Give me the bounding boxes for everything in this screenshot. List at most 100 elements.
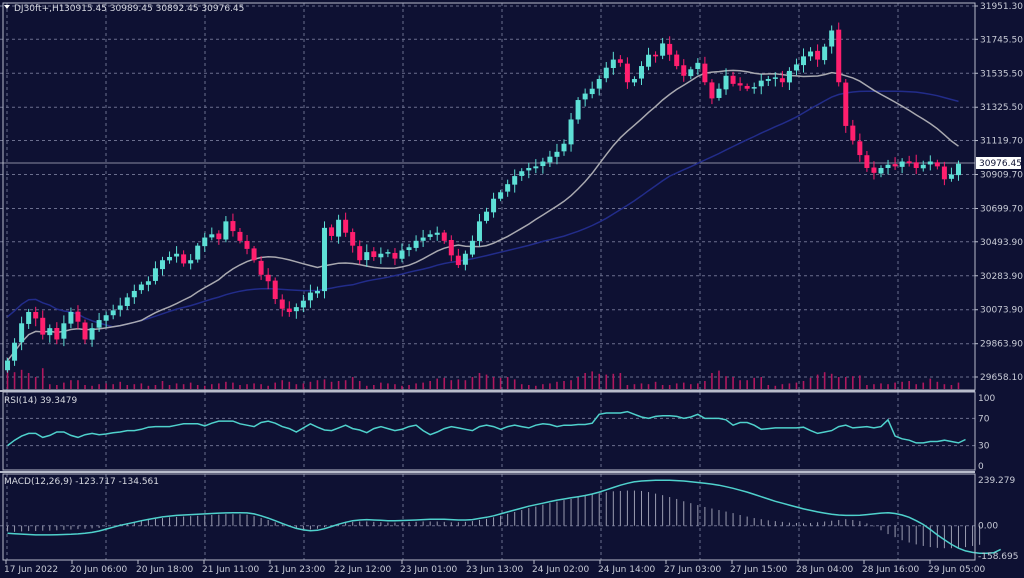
candle-body[interactable] (589, 88, 595, 95)
candle-body[interactable] (575, 100, 581, 120)
candle-body[interactable] (596, 79, 602, 89)
candle-body[interactable] (519, 171, 525, 176)
candle-body[interactable] (399, 250, 405, 259)
macd-pane[interactable]: 239.279 0.00 -158.695 (0, 476, 1018, 562)
candle-body[interactable] (357, 246, 363, 261)
candle-body[interactable] (955, 163, 961, 176)
candle-body[interactable] (540, 161, 546, 167)
candle-body[interactable] (152, 268, 158, 281)
candle-body[interactable] (512, 176, 518, 185)
candle-body[interactable] (505, 184, 511, 192)
candle-body[interactable] (47, 328, 53, 336)
candle-body[interactable] (131, 290, 137, 298)
candle-body[interactable] (709, 82, 715, 99)
candle-body[interactable] (631, 79, 637, 83)
candle-body[interactable] (12, 342, 18, 361)
candle-body[interactable] (202, 237, 208, 247)
candle-body[interactable] (948, 174, 954, 179)
candle-body[interactable] (554, 151, 560, 157)
candle-body[interactable] (364, 252, 370, 261)
candle-body[interactable] (26, 311, 32, 324)
candle-body[interactable] (695, 62, 701, 69)
candle-body[interactable] (801, 56, 807, 66)
candle-body[interactable] (110, 310, 116, 316)
candle-body[interactable] (737, 83, 743, 86)
candle-body[interactable] (279, 299, 285, 309)
candle-body[interactable] (138, 284, 144, 291)
candle-body[interactable] (441, 232, 447, 241)
candle-body[interactable] (681, 65, 687, 76)
candle-body[interactable] (547, 156, 553, 163)
candle-body[interactable] (793, 64, 799, 71)
candle-body[interactable] (89, 328, 95, 340)
candle-body[interactable] (5, 360, 11, 371)
candle-body[interactable] (378, 253, 384, 258)
candle-body[interactable] (286, 308, 292, 312)
candle-body[interactable] (181, 254, 187, 264)
candle-body[interactable] (448, 239, 454, 256)
candle-body[interactable] (653, 54, 659, 57)
candle-body[interactable] (646, 54, 652, 67)
candle-body[interactable] (864, 155, 870, 168)
candle-body[interactable] (941, 166, 947, 180)
candle-body[interactable] (927, 161, 933, 165)
candle-body[interactable] (124, 297, 130, 306)
candle-body[interactable] (624, 63, 630, 83)
candle-body[interactable] (462, 253, 468, 265)
candle-body[interactable] (392, 252, 398, 259)
candle-body[interactable] (244, 240, 250, 249)
candle-body[interactable] (815, 50, 821, 60)
candle-body[interactable] (307, 292, 313, 301)
candle-body[interactable] (336, 219, 342, 237)
candle-body[interactable] (75, 311, 81, 322)
candle-body[interactable] (829, 30, 835, 47)
candle-body[interactable] (843, 82, 849, 126)
candle-body[interactable] (899, 161, 905, 167)
candle-body[interactable] (434, 232, 440, 235)
candle-body[interactable] (455, 255, 461, 266)
candle-body[interactable] (660, 43, 666, 56)
candle-body[interactable] (314, 290, 320, 294)
candle-body[interactable] (237, 231, 243, 241)
candle-body[interactable] (33, 311, 39, 319)
candle-body[interactable] (498, 192, 504, 199)
candle-body[interactable] (934, 162, 940, 167)
time-axis[interactable]: 17 Jun 2022 20 Jun 06:00 20 Jun 18:00 21 Ju… (4, 560, 985, 575)
candle-body[interactable] (117, 305, 123, 310)
candle-body[interactable] (885, 164, 891, 168)
candle-body[interactable] (322, 227, 328, 292)
candle-body[interactable] (230, 221, 236, 232)
candle-body[interactable] (209, 234, 215, 238)
candle-body[interactable] (603, 67, 609, 79)
candle-body[interactable] (329, 227, 335, 236)
candle-body[interactable] (371, 251, 377, 257)
candle-body[interactable] (808, 51, 814, 57)
price-axis[interactable]: 31951.30 31745.50 31535.50 31325.50 31119.70… (975, 2, 1023, 383)
candle-body[interactable] (68, 311, 74, 324)
candle-body[interactable] (216, 233, 222, 240)
candle-body[interactable] (723, 75, 729, 90)
candle-body[interactable] (19, 323, 25, 343)
candle-body[interactable] (195, 245, 201, 260)
candle-body[interactable] (300, 300, 306, 308)
candle-body[interactable] (258, 260, 264, 275)
candle-body[interactable] (167, 256, 173, 261)
candle-body[interactable] (716, 88, 722, 98)
candle-body[interactable] (103, 315, 109, 321)
candle-body[interactable] (751, 87, 757, 89)
candle-body[interactable] (674, 54, 680, 67)
candle-body[interactable] (343, 219, 349, 233)
candle-body[interactable] (406, 247, 412, 251)
candle-body[interactable] (174, 253, 180, 257)
candle-body[interactable] (906, 161, 912, 164)
candle-body[interactable] (491, 198, 497, 213)
candle-body[interactable] (561, 143, 567, 152)
candle-body[interactable] (427, 234, 433, 237)
candle-body[interactable] (251, 248, 257, 261)
candle-body[interactable] (82, 322, 88, 340)
candle-body[interactable] (702, 63, 708, 83)
candle-body[interactable] (159, 260, 165, 270)
candle-body[interactable] (913, 162, 919, 168)
candle-body[interactable] (533, 166, 539, 169)
